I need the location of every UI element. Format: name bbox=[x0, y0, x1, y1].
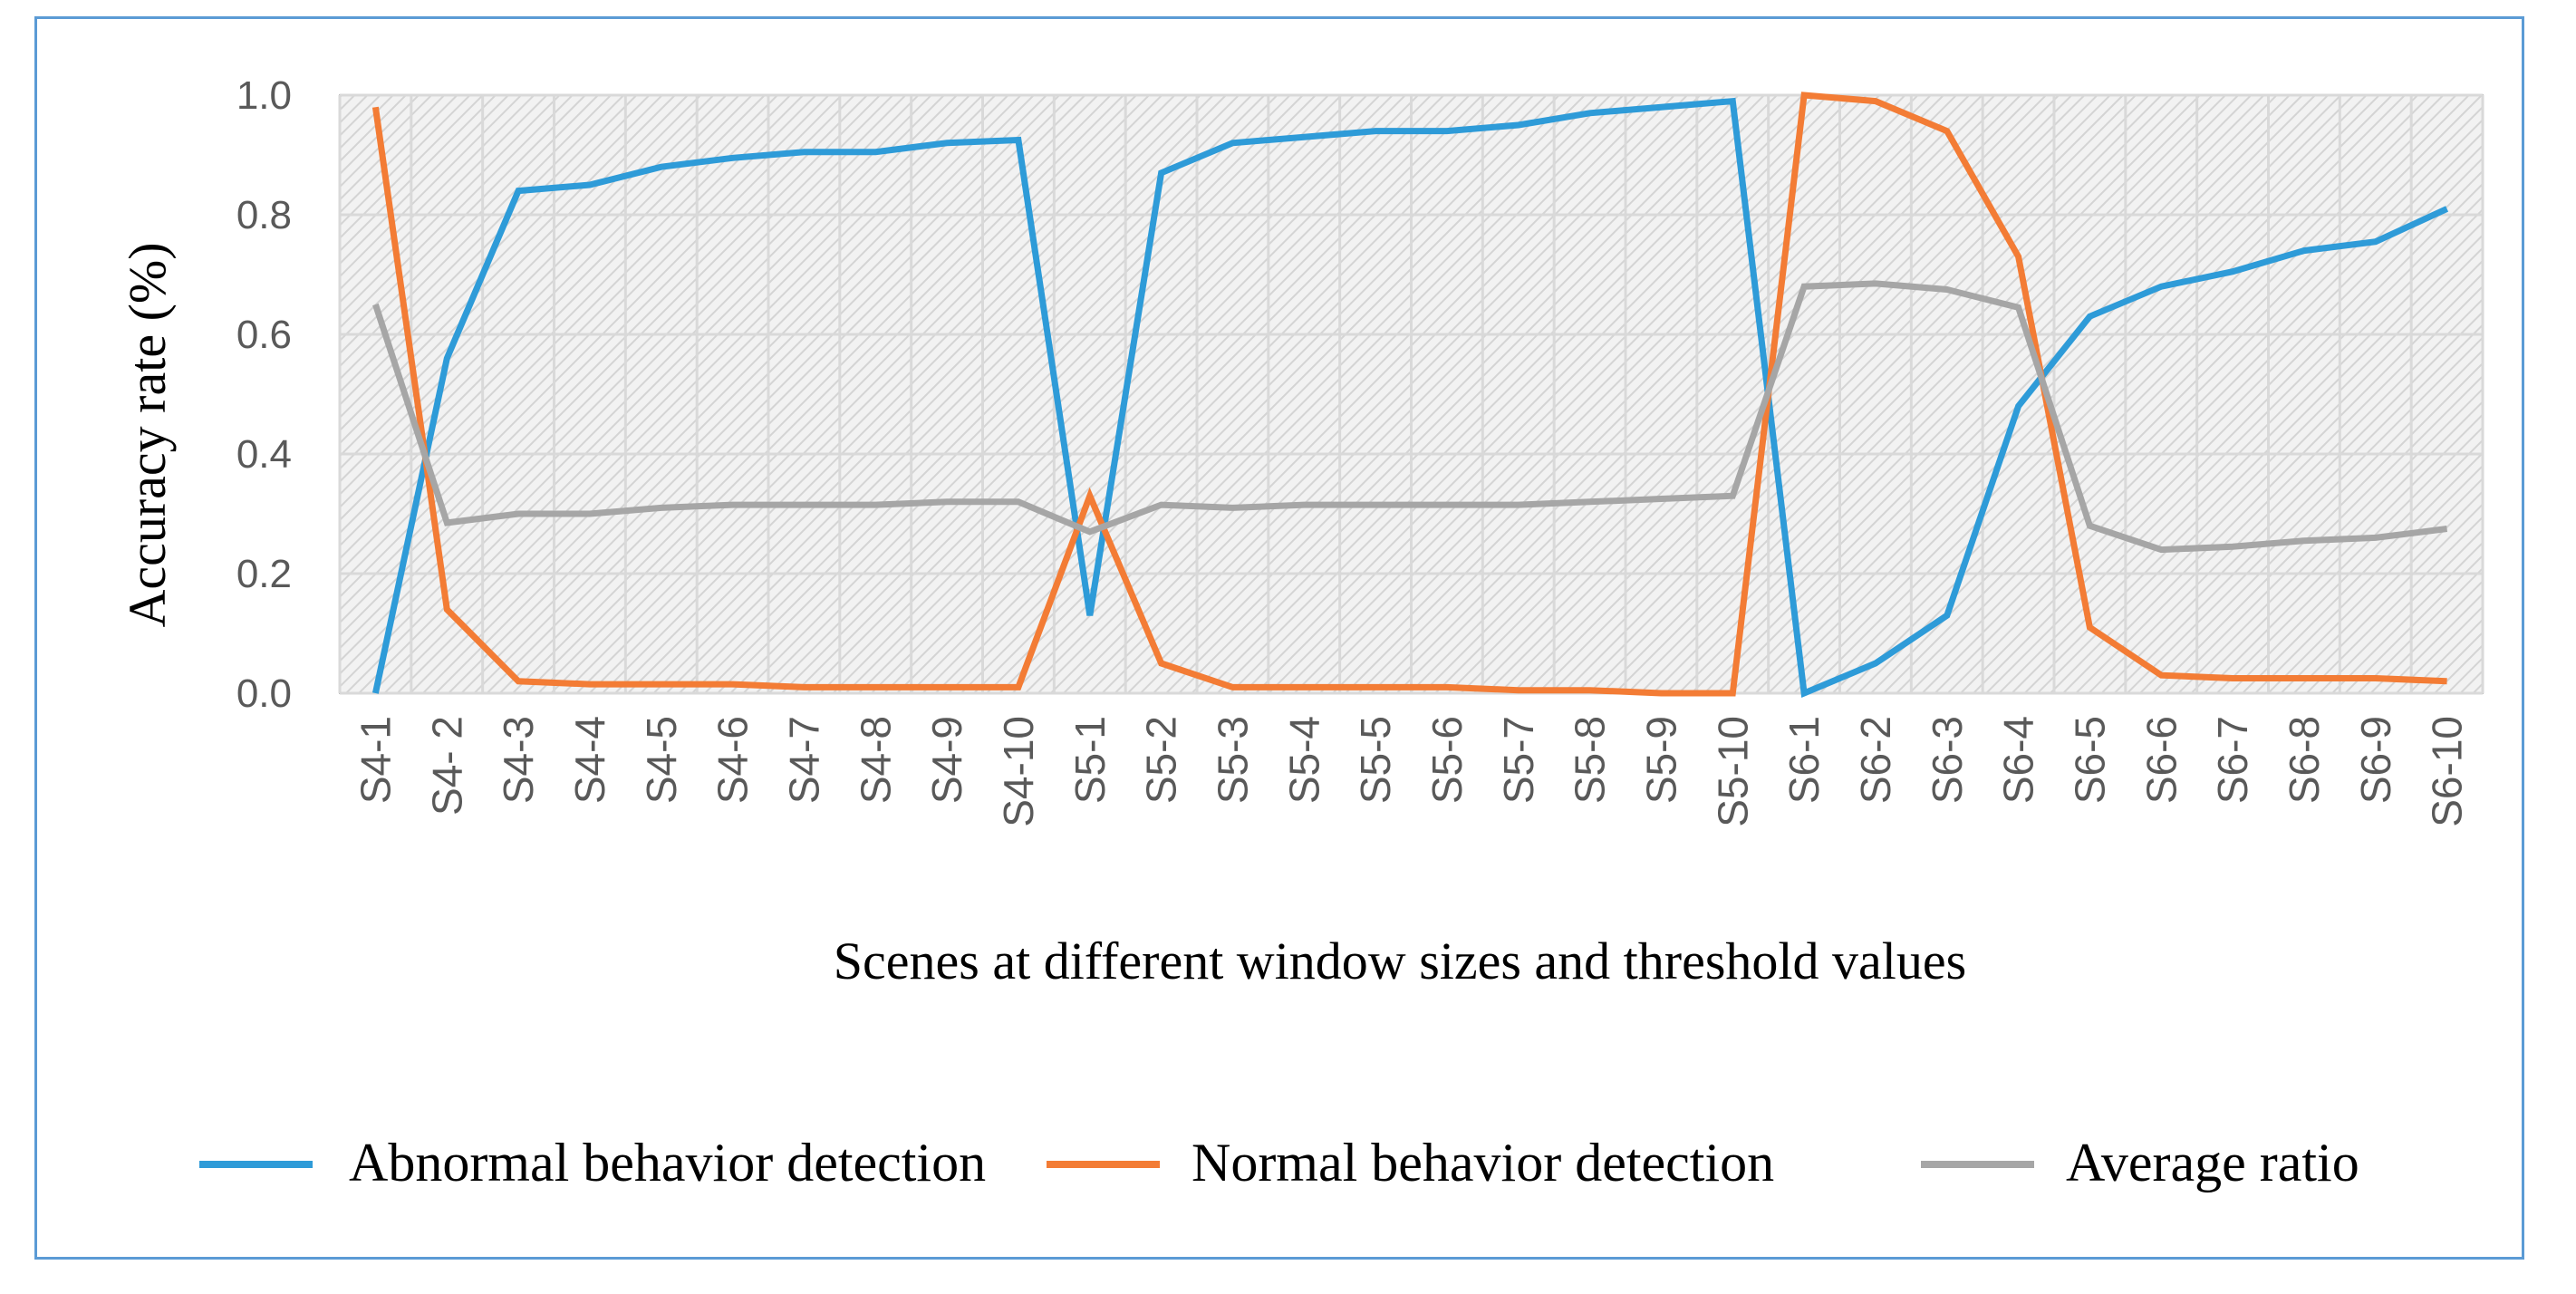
y-tick-label: 0.0 bbox=[236, 671, 292, 716]
x-tick-label: S5-10 bbox=[1709, 716, 1756, 827]
x-tick-label: S4-7 bbox=[780, 716, 827, 804]
x-tick-label: S4-6 bbox=[709, 716, 757, 804]
x-tick-label: S6-6 bbox=[2137, 716, 2185, 804]
y-tick-label: 0.8 bbox=[236, 193, 292, 237]
x-tick-label: S6-8 bbox=[2281, 716, 2328, 804]
series-layer bbox=[371, 92, 2449, 699]
legend-label-2: Normal behavior detection bbox=[1192, 1133, 1774, 1193]
x-tick-label: S6-5 bbox=[2066, 716, 2113, 804]
x-tick-label: S5-4 bbox=[1280, 716, 1327, 804]
x-tick-label: S5-8 bbox=[1567, 716, 1614, 804]
x-tick-label: S4- 2 bbox=[423, 716, 470, 816]
y-tick-label: 1.0 bbox=[236, 73, 292, 118]
x-tick-label: S6-9 bbox=[2352, 716, 2399, 804]
x-tick-label: S6-4 bbox=[1995, 716, 2042, 804]
x-tick-label: S5-6 bbox=[1423, 716, 1471, 804]
y-tick-label: 0.2 bbox=[236, 552, 292, 596]
x-tick-label: S4-10 bbox=[995, 716, 1042, 827]
x-tick-label: S5-2 bbox=[1138, 716, 1185, 804]
series-line-2 bbox=[371, 92, 2447, 697]
x-tick-label: S6-10 bbox=[2424, 716, 2471, 827]
x-tick-label: S5-5 bbox=[1352, 716, 1399, 804]
legend-label-3: Average ratio bbox=[2066, 1133, 2359, 1193]
x-axis-title: Scenes at different window sizes and thr… bbox=[834, 932, 1966, 990]
x-tick-label: S4-5 bbox=[638, 716, 685, 804]
x-tick-label: S4-9 bbox=[923, 716, 970, 804]
x-tick-label: S4-4 bbox=[566, 716, 613, 804]
x-tick-label: S5-9 bbox=[1637, 716, 1684, 804]
legend: Abnormal behavior detection Normal behavi… bbox=[199, 1133, 2359, 1193]
x-tick-label: S6-3 bbox=[1924, 716, 1971, 804]
x-tick-label: S4-1 bbox=[352, 716, 399, 804]
x-axis-ticks: S4-1 S4- 2 S4-3 S4-4 S4-5 S4-6 S4-7 S4-8 S4-9 S4-… bbox=[352, 716, 2470, 827]
y-tick-label: 0.6 bbox=[236, 313, 292, 357]
x-tick-label: S4-8 bbox=[852, 716, 899, 804]
x-tick-label: S6-1 bbox=[1780, 716, 1828, 804]
x-tick-label: S5-3 bbox=[1209, 716, 1256, 804]
series-line-1 bbox=[371, 97, 2449, 699]
x-tick-label: S6-2 bbox=[1852, 716, 1899, 804]
series-line-3 bbox=[372, 280, 2448, 554]
x-tick-label: S5-7 bbox=[1495, 716, 1542, 804]
x-tick-label: S6-7 bbox=[2209, 716, 2256, 804]
x-tick-label: S4-3 bbox=[495, 716, 542, 804]
x-tick-label: S5-1 bbox=[1066, 716, 1114, 804]
y-tick-label: 0.4 bbox=[236, 432, 292, 477]
y-axis-ticks: 0.0 0.2 0.4 0.6 0.8 1.0 bbox=[236, 73, 292, 716]
y-axis-title: Accuracy rate (%) bbox=[118, 242, 177, 627]
legend-label-1: Abnormal behavior detection bbox=[349, 1133, 986, 1193]
